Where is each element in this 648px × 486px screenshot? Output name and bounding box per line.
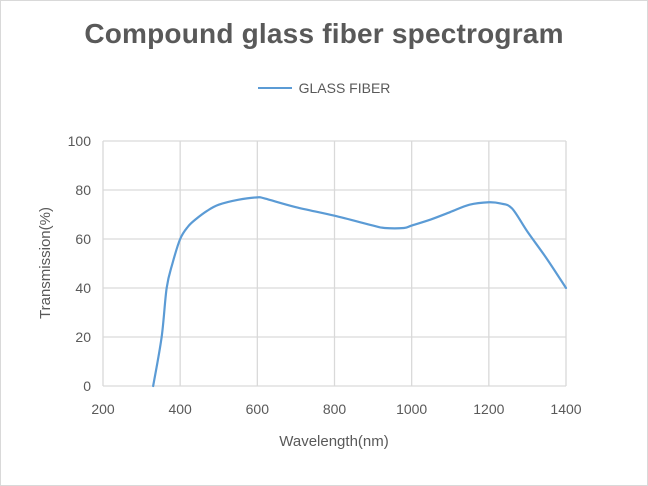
x-tick-label: 200 — [91, 401, 115, 417]
y-tick-label: 80 — [75, 182, 91, 198]
y-tick-label: 20 — [75, 329, 91, 345]
x-axis-ticks: 200 400 600 800 1000 1200 1400 — [91, 401, 581, 417]
y-axis-ticks: 0 20 40 60 80 100 — [68, 133, 92, 394]
x-tick-label: 1400 — [550, 401, 581, 417]
legend-label: GLASS FIBER — [298, 80, 391, 96]
x-axis-title: Wavelength(nm) — [279, 433, 388, 450]
x-tick-label: 600 — [246, 401, 270, 417]
y-tick-label: 0 — [83, 378, 91, 394]
legend: GLASS FIBER — [0, 80, 648, 96]
x-tick-label: 400 — [168, 401, 192, 417]
chart-title: Compound glass fiber spectrogram — [84, 18, 564, 49]
y-tick-label: 100 — [68, 133, 92, 149]
x-tick-label: 800 — [323, 401, 347, 417]
y-tick-label: 40 — [75, 280, 91, 296]
y-tick-label: 60 — [75, 231, 91, 247]
x-tick-label: 1200 — [473, 401, 504, 417]
x-tick-label: 1000 — [396, 401, 427, 417]
y-axis-title: Transmission(%) — [37, 207, 54, 319]
data-series-line — [152, 196, 568, 388]
legend-line-swatch-icon — [257, 87, 292, 89]
